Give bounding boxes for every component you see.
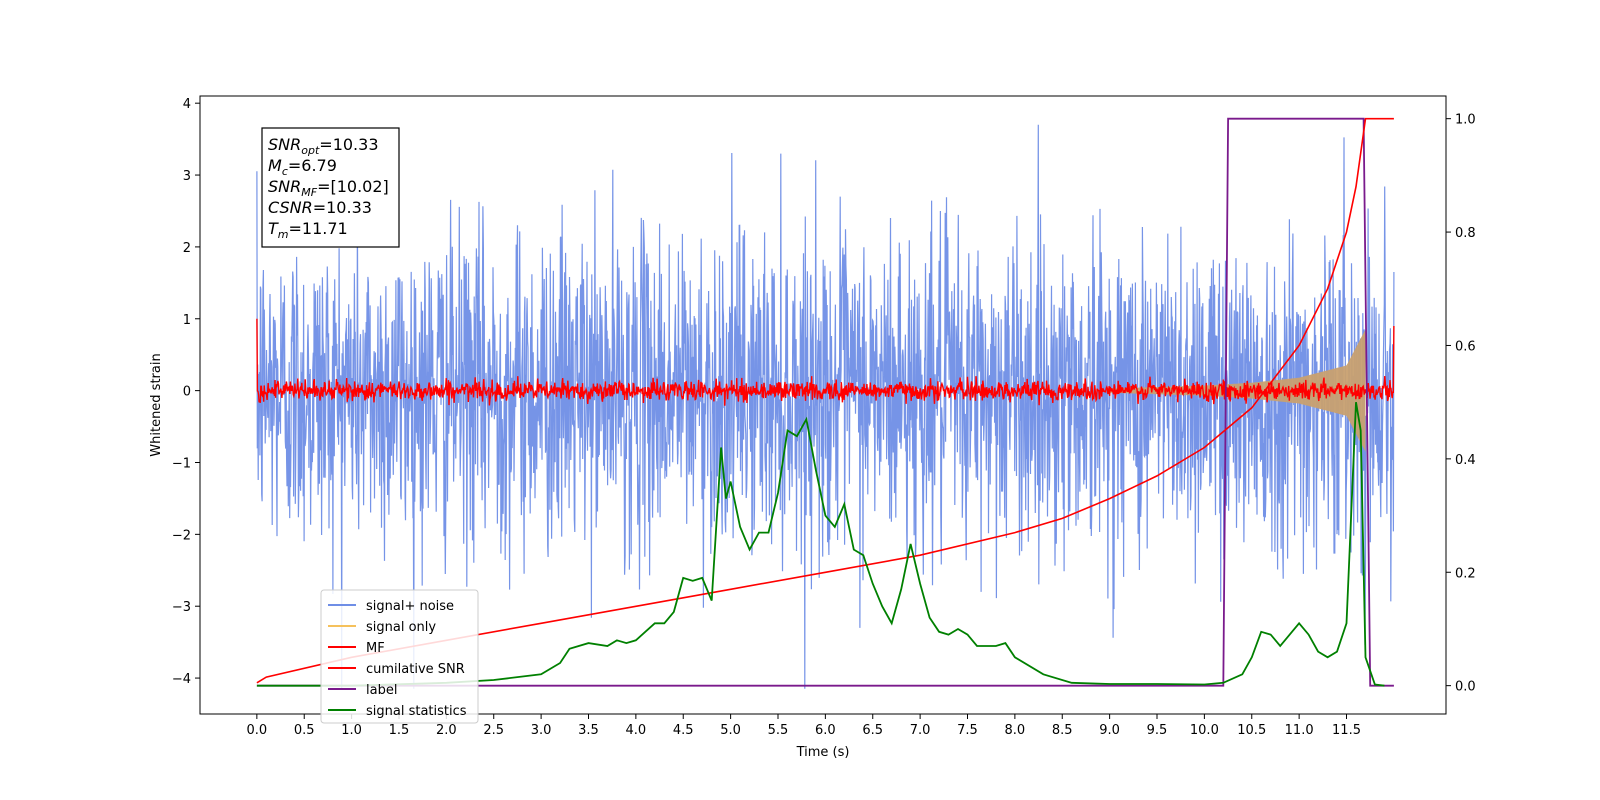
stats-box-line: Mc=6.79 (268, 156, 337, 178)
y-axis-right-ticks: 1.0 0.8 0.6 0.4 0.2 0.0 (1446, 113, 1476, 695)
legend-label: label (366, 683, 397, 698)
legend: signal+ noise signal only MF cumilative SNR… (320, 589, 479, 724)
legend-label: cumilative SNR (366, 662, 465, 677)
x-tick-label: 5.0 (720, 723, 741, 738)
y-right-tick-label: 0.0 (1455, 680, 1476, 695)
series-signal-statistics (256, 402, 1385, 687)
x-tick-label: 3.5 (578, 723, 599, 738)
y-tick-label: 1 (183, 313, 191, 328)
stats-box-line: Tm=11.71 (268, 219, 348, 241)
stats-box-line: CSNR=10.33 (268, 198, 372, 217)
x-tick-label: 8.5 (1052, 723, 1073, 738)
x-tick-label: 2.0 (436, 723, 457, 738)
y-tick-label: 2 (183, 241, 191, 256)
stats-box-frame (261, 127, 400, 248)
y-tick-label: −1 (172, 456, 191, 471)
x-tick-label: 3.0 (531, 723, 552, 738)
x-tick-label: 9.5 (1147, 723, 1168, 738)
y-right-tick-label: 0.2 (1455, 566, 1476, 581)
x-tick-label: 0.5 (294, 723, 315, 738)
stats-box: SNRopt=10.33Mc=6.79SNRMF=[10.02]CSNR=10.… (261, 127, 400, 248)
x-tick-label: 5.5 (768, 723, 789, 738)
stats-box-line: SNRopt=10.33 (268, 135, 379, 157)
y-right-tick-label: 1.0 (1455, 113, 1476, 128)
y-right-tick-label: 0.6 (1455, 339, 1476, 354)
y-tick-label: 0 (183, 385, 191, 400)
x-tick-label: 6.0 (815, 723, 836, 738)
x-tick-label: 2.5 (483, 723, 504, 738)
x-axis-ticks: 0.0 0.5 1.0 1.5 2.0 2.5 3.0 3.5 4.0 4.5 5.0 5.5 6.0 6… (247, 714, 1361, 738)
x-tick-label: 7.0 (910, 723, 931, 738)
series-mf (256, 318, 1395, 406)
y-tick-label: 3 (183, 169, 191, 184)
x-tick-label: 11.5 (1332, 723, 1361, 738)
y-axis-label: Whitened strain (149, 353, 164, 456)
x-tick-label: 7.5 (957, 723, 978, 738)
x-axis-label: Time (s) (796, 745, 850, 760)
x-tick-label: 9.0 (1099, 723, 1120, 738)
x-tick-label: 4.0 (626, 723, 647, 738)
series-signal-noise (256, 124, 1395, 689)
x-tick-label: 4.5 (673, 723, 694, 738)
stats-box-line: SNRMF=[10.02] (268, 177, 389, 199)
x-tick-label: 10.5 (1237, 723, 1266, 738)
y-tick-label: −2 (172, 528, 191, 543)
legend-label: MF (366, 641, 385, 656)
legend-label: signal+ noise (366, 599, 454, 614)
y-tick-label: 4 (183, 97, 191, 112)
x-tick-label: 11.0 (1285, 723, 1314, 738)
series-label (256, 117, 1394, 687)
legend-label: signal only (366, 620, 436, 635)
x-tick-label: 1.0 (341, 723, 362, 738)
x-tick-label: 1.5 (389, 723, 410, 738)
axes-frame (199, 95, 1447, 715)
x-tick-label: 8.0 (1005, 723, 1026, 738)
x-tick-label: 10.0 (1190, 723, 1219, 738)
legend-label: signal statistics (366, 704, 467, 719)
y-tick-label: −3 (172, 600, 191, 615)
x-tick-label: 6.5 (862, 723, 883, 738)
x-tick-label: 0.0 (247, 723, 268, 738)
y-axis-ticks: 4 3 2 1 0 −1 −2 −3 −4 (172, 97, 200, 687)
y-right-tick-label: 0.4 (1455, 453, 1476, 468)
legend-frame (320, 589, 479, 724)
y-right-tick-label: 0.8 (1455, 226, 1476, 241)
y-tick-label: −4 (172, 672, 191, 687)
